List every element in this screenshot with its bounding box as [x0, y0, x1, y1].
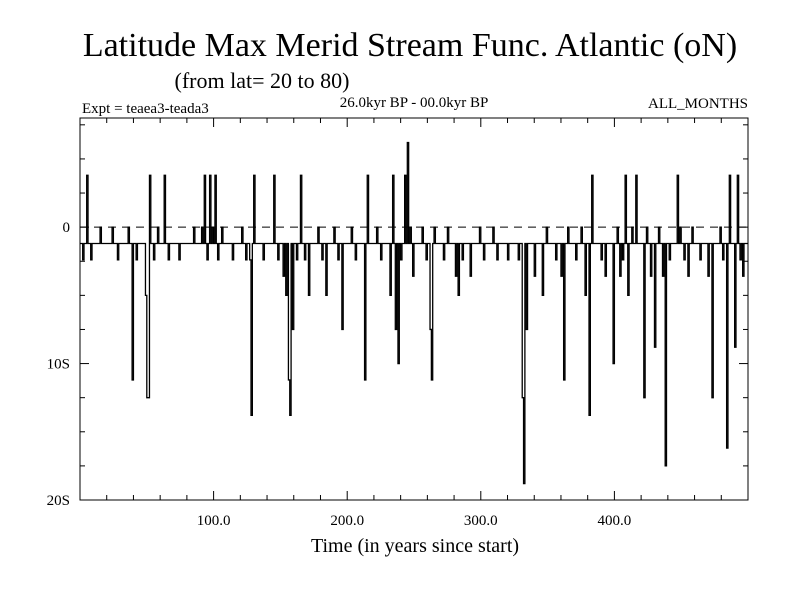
data-series-line	[80, 141, 748, 485]
plot-area: 100.0 200.0 300.0 400.0 0 10S 20S	[47, 117, 749, 529]
y-tick-label: 0	[63, 220, 71, 236]
y-tick-label: 20S	[47, 493, 70, 509]
months-label: ALL_MONTHS	[648, 96, 748, 112]
x-tick-label: 400.0	[598, 513, 632, 529]
plot-frame	[79, 117, 749, 501]
period-label: 26.0kyr BP - 00.0kyr BP	[340, 95, 489, 111]
y-tick-label: 10S	[47, 357, 70, 373]
x-axis-label: Time (in years since start)	[311, 535, 519, 557]
x-tick-label: 300.0	[464, 513, 498, 529]
experiment-label: Expt = teaea3-teada3	[82, 101, 209, 117]
chart-subtitle: (from lat= 20 to 80)	[175, 68, 350, 93]
x-tick-label: 200.0	[330, 513, 364, 529]
x-tick-label: 100.0	[197, 513, 231, 529]
chart-title: Latitude Max Merid Stream Func. Atlantic…	[83, 27, 737, 64]
